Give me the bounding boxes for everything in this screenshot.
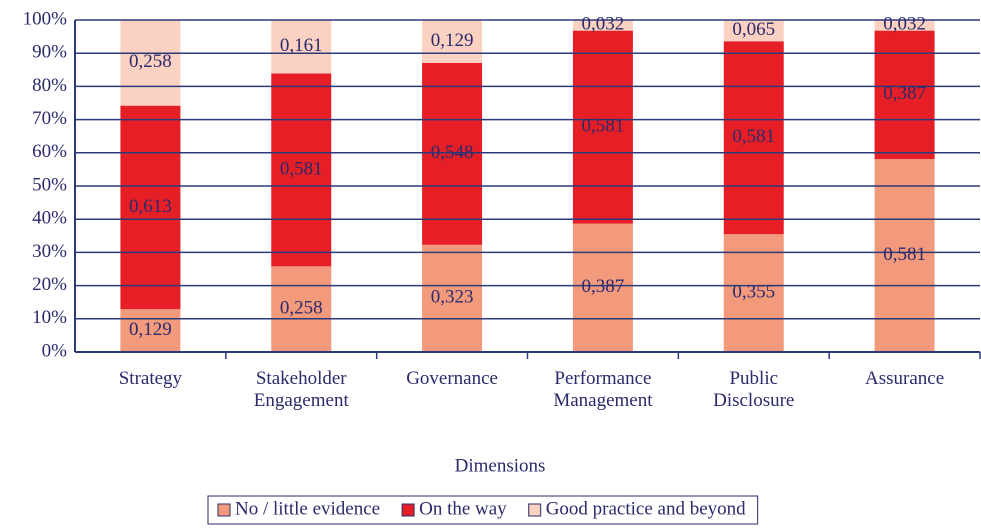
value-label: 0,548 xyxy=(431,142,474,163)
y-tick-label: 70% xyxy=(32,108,67,129)
y-tick-label: 30% xyxy=(32,241,67,262)
value-label: 0,355 xyxy=(732,281,775,302)
y-tick-label: 0% xyxy=(42,340,68,361)
x-tick-label: Assurance xyxy=(865,368,945,389)
bar-segment xyxy=(874,159,935,352)
y-tick-label: 90% xyxy=(32,42,67,63)
value-label: 0,065 xyxy=(732,19,775,40)
legend-frame xyxy=(207,495,759,525)
value-label: 0,258 xyxy=(280,298,323,319)
value-label: 0,387 xyxy=(582,276,625,297)
y-tick-label: 40% xyxy=(32,208,67,229)
bar-segment xyxy=(572,20,633,31)
value-label: 0,387 xyxy=(883,83,926,104)
x-tick-label: Performance Management xyxy=(553,368,653,411)
bar-segment xyxy=(422,244,483,352)
y-tick-label: 60% xyxy=(32,141,67,162)
bar-segment xyxy=(120,20,181,106)
value-label: 0,129 xyxy=(431,30,474,51)
value-label: 0,581 xyxy=(280,158,323,179)
value-label: 0,581 xyxy=(732,126,775,147)
bar-segment xyxy=(874,30,935,160)
value-label: 0,032 xyxy=(582,14,625,35)
bar-segment xyxy=(120,105,181,310)
x-axis-title: Dimensions xyxy=(455,455,546,476)
bar-segment xyxy=(422,20,483,63)
legend-label: On the way xyxy=(419,498,507,519)
bar-segment xyxy=(874,20,935,31)
legend-label: Good practice and beyond xyxy=(546,498,746,519)
bar-segment xyxy=(572,30,633,224)
value-label: 0,161 xyxy=(280,35,323,56)
value-label: 0,613 xyxy=(129,196,172,217)
bar-segment xyxy=(723,41,784,235)
value-label: 0,032 xyxy=(883,14,926,35)
x-tick-label: Public Disclosure xyxy=(713,368,795,411)
value-label: 0,258 xyxy=(129,51,172,72)
x-tick-label: Governance xyxy=(406,368,498,389)
bar-segment xyxy=(723,19,784,42)
x-tick-label: Strategy xyxy=(118,368,183,389)
y-tick-label: 80% xyxy=(32,75,67,96)
legend-label: No / little evidence xyxy=(235,498,380,519)
y-tick-label: 20% xyxy=(32,274,67,295)
y-tick-label: 50% xyxy=(32,174,67,195)
bar-segment xyxy=(120,309,181,352)
bar-segment xyxy=(422,62,483,245)
legend-swatch xyxy=(528,503,542,517)
bar-segment xyxy=(271,20,332,74)
legend-swatch xyxy=(401,503,415,517)
bar-segment xyxy=(723,234,784,352)
bar-segment xyxy=(271,266,332,352)
bar-segment xyxy=(271,73,332,267)
value-label: 0,323 xyxy=(431,287,474,308)
x-tick-label: Stakeholder Engagement xyxy=(253,368,349,411)
y-tick-label: 10% xyxy=(32,307,67,328)
value-label: 0,581 xyxy=(883,244,926,265)
legend-swatch xyxy=(217,503,231,517)
y-tick-label: 100% xyxy=(23,8,68,29)
value-label: 0,129 xyxy=(129,319,172,340)
bar-segment xyxy=(572,223,633,352)
value-label: 0,581 xyxy=(582,115,625,136)
